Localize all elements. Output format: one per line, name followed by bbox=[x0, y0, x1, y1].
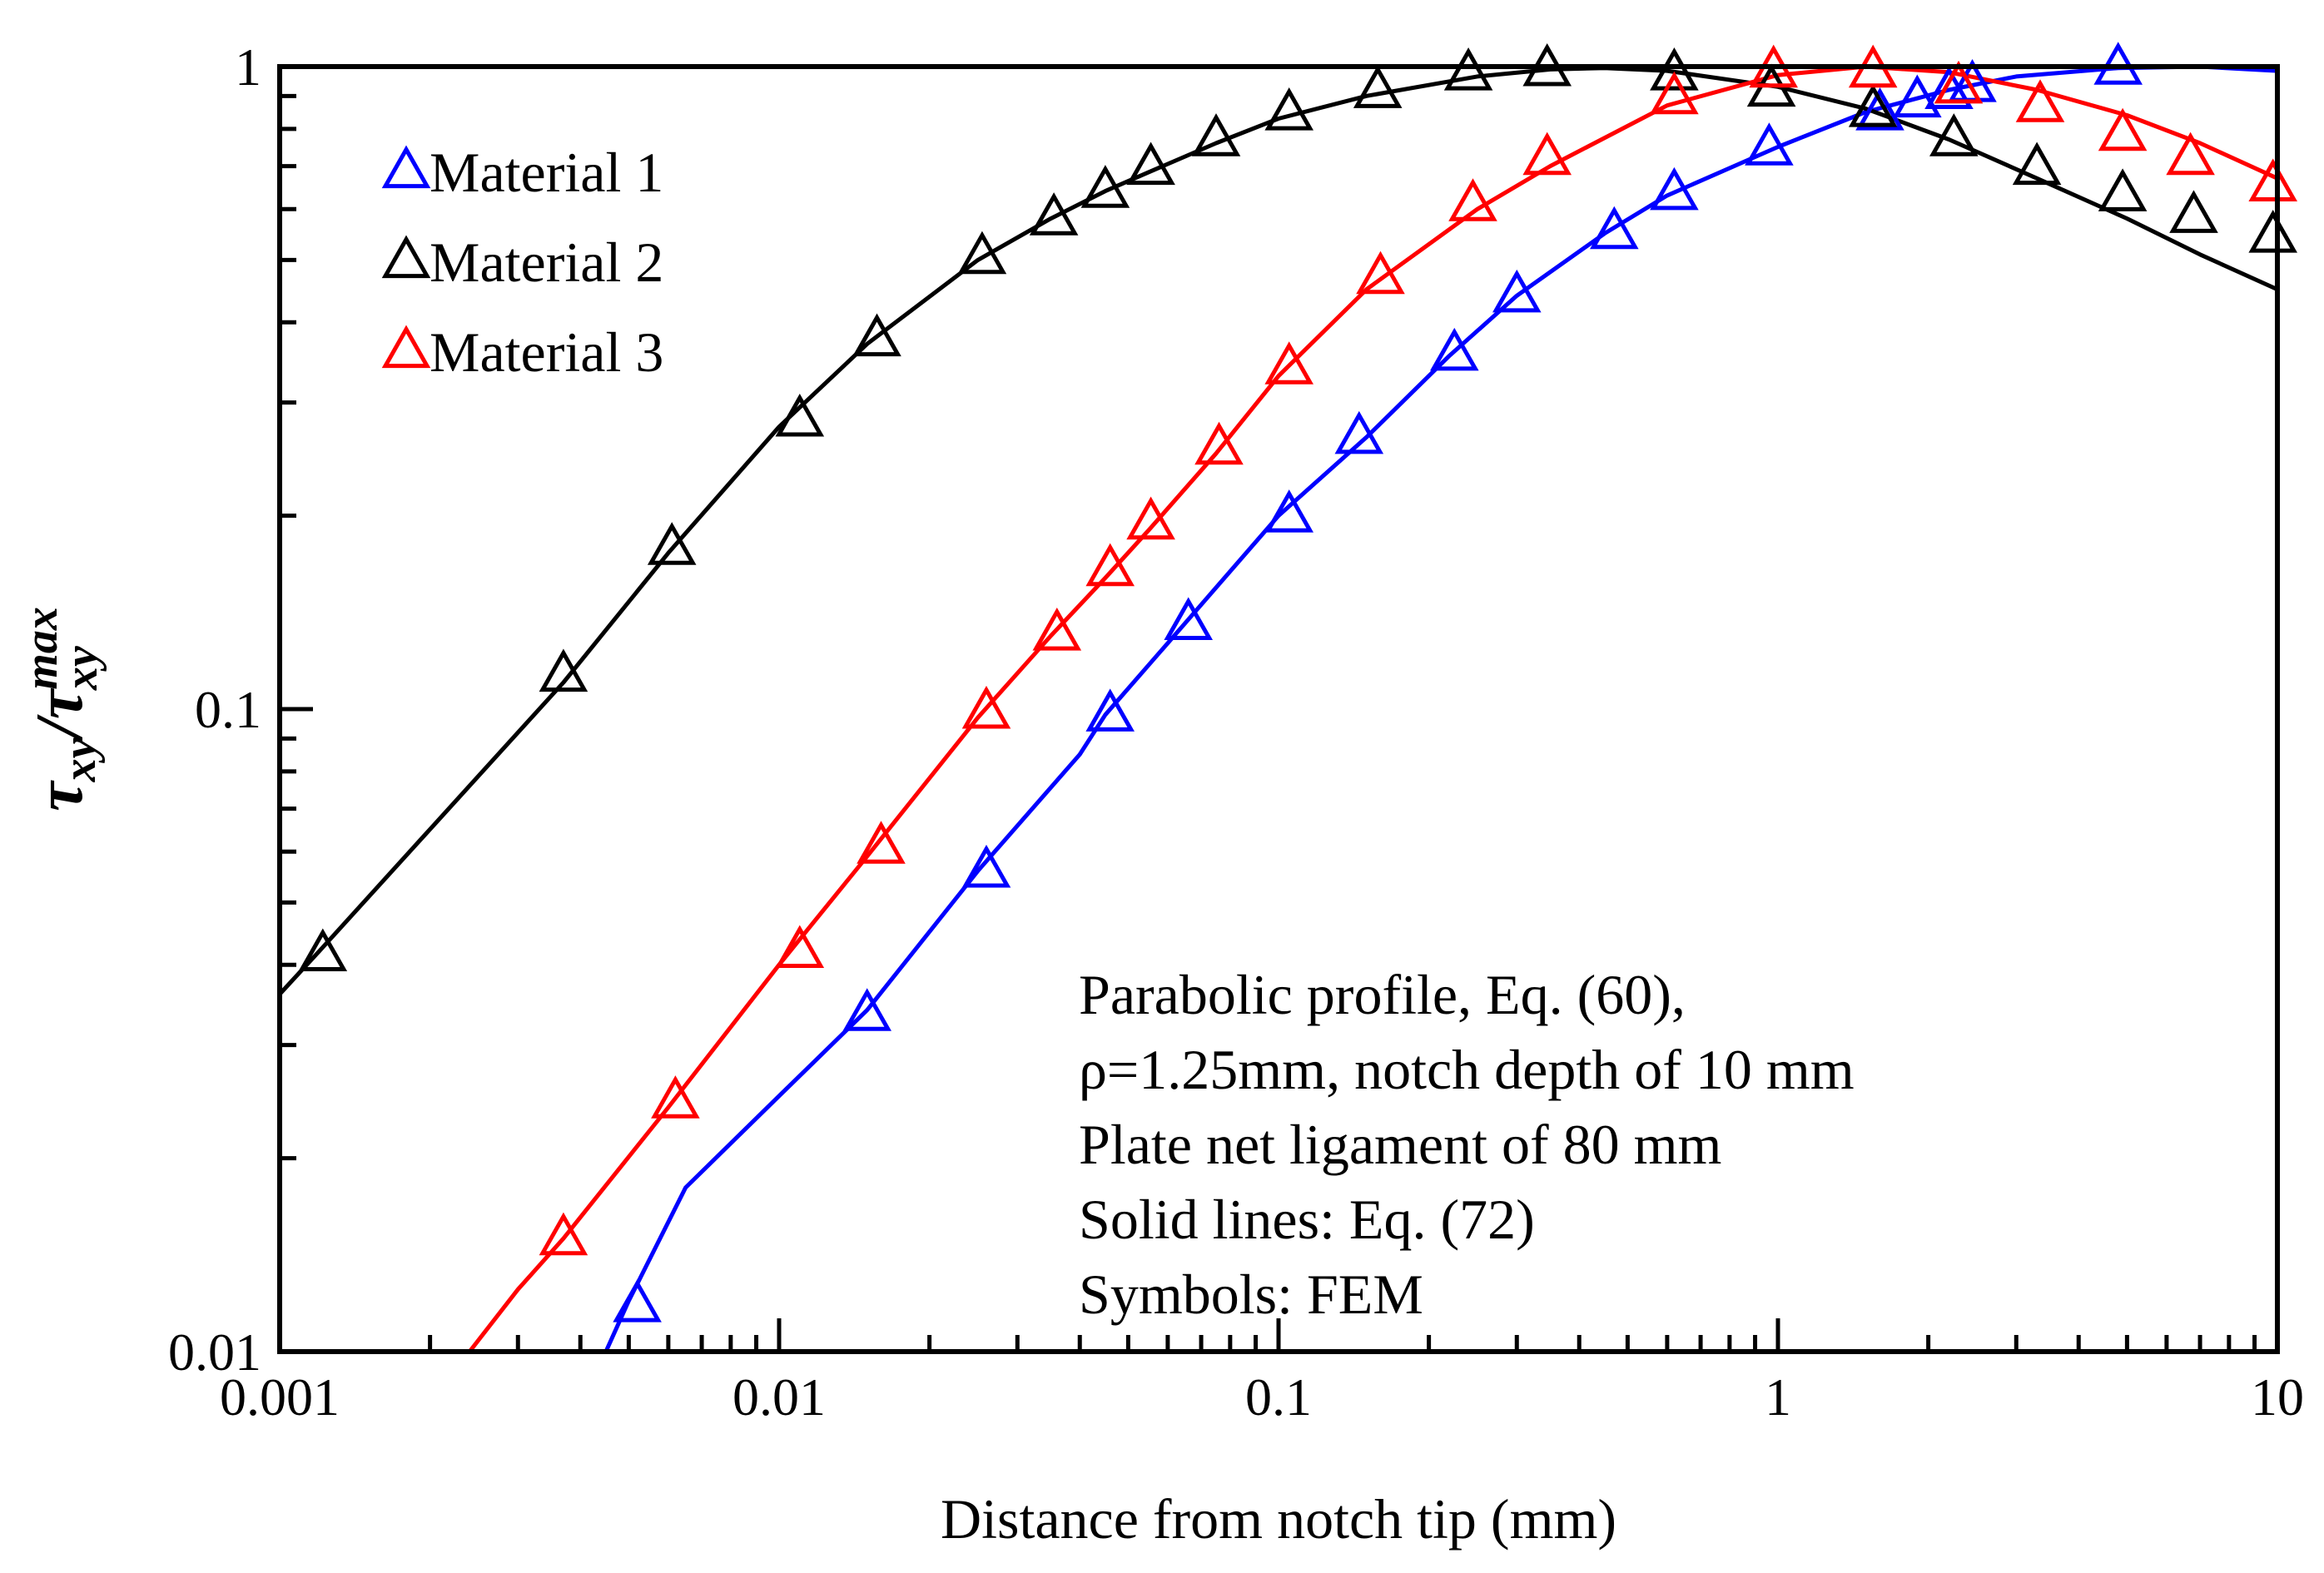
data-point-material-3 bbox=[775, 925, 825, 968]
data-point-material-1 bbox=[1334, 410, 1384, 454]
data-point-material-2 bbox=[2098, 168, 2148, 211]
data-point-material-2 bbox=[1848, 84, 1898, 127]
y-axis-title-sub: xy bbox=[54, 737, 106, 782]
y-axis-title-sub2: xy bbox=[56, 645, 107, 691]
data-point-material-1 bbox=[1855, 87, 1904, 131]
y-axis-title-sup: max bbox=[16, 607, 67, 690]
data-point-material-3 bbox=[1085, 543, 1135, 587]
data-point-material-2 bbox=[2012, 141, 2062, 186]
y-axis-title: τxy/τmaxxy bbox=[16, 607, 107, 811]
data-point-material-2 bbox=[852, 313, 901, 357]
legend-marker-material-2 bbox=[381, 235, 431, 279]
y-tick-labels: 0.01 0.1 1 bbox=[168, 37, 261, 1382]
data-point-material-3 bbox=[2166, 131, 2215, 176]
data-point-material-2 bbox=[1126, 141, 1175, 186]
data-point-material-2 bbox=[1080, 165, 1130, 208]
data-point-material-3 bbox=[2015, 79, 2065, 122]
x-tick-label: 1 bbox=[1765, 1367, 1791, 1427]
data-point-material-3 bbox=[2248, 158, 2297, 201]
tick-layer bbox=[277, 93, 2257, 1354]
data-point-material-1 bbox=[842, 988, 891, 1031]
annotation-line-5: Symbols: FEM bbox=[1079, 1263, 1423, 1326]
data-point-material-3 bbox=[1126, 496, 1175, 540]
data-point-material-1 bbox=[1492, 269, 1542, 313]
data-point-material-3 bbox=[2098, 107, 2148, 151]
data-point-material-3 bbox=[1032, 608, 1082, 651]
data-point-material-1 bbox=[1893, 74, 1942, 118]
data-point-material-3 bbox=[651, 1075, 700, 1119]
annotation-line-4: Solid lines: Eq. (72) bbox=[1079, 1188, 1535, 1251]
x-tick-label: 0.001 bbox=[220, 1367, 340, 1427]
x-tick-label: 0.1 bbox=[1245, 1367, 1312, 1427]
data-point-material-1 bbox=[1590, 206, 1639, 250]
y-tick-label: 0.01 bbox=[168, 1322, 261, 1382]
annotation-line-3: Plate net ligament of 80 mm bbox=[1079, 1113, 1721, 1176]
data-point-material-3 bbox=[961, 685, 1011, 729]
data-point-material-2 bbox=[957, 231, 1007, 275]
data-point-material-3 bbox=[857, 821, 906, 864]
data-point-material-3 bbox=[1650, 71, 1699, 115]
data-point-material-2 bbox=[1353, 65, 1403, 108]
legend-label-material-2: Material 2 bbox=[430, 231, 663, 294]
data-point-material-1 bbox=[1164, 597, 1213, 640]
data-point-material-2 bbox=[1443, 47, 1493, 91]
y-axis-title-tau: τ bbox=[23, 780, 97, 811]
data-point-material-2 bbox=[2169, 190, 2218, 233]
y-tick-label: 0.1 bbox=[195, 680, 261, 739]
annotation-line-2: ρ=1.25mm, notch depth of 10 mm bbox=[1079, 1038, 1855, 1101]
x-axis-title: Distance from notch tip (mm) bbox=[941, 1487, 1616, 1551]
data-point-material-3 bbox=[539, 1212, 588, 1256]
y-axis-title-tau-max: τ bbox=[23, 687, 97, 719]
legend-label-material-3: Material 3 bbox=[430, 320, 663, 384]
data-point-material-2 bbox=[1650, 47, 1699, 91]
data-point-material-2 bbox=[298, 928, 348, 971]
marker-layer bbox=[298, 42, 2297, 1322]
data-point-material-1 bbox=[613, 1279, 662, 1322]
data-point-material-1 bbox=[1264, 489, 1313, 533]
annotation-block: Parabolic profile, Eq. (60), ρ=1.25mm, n… bbox=[1079, 963, 1855, 1326]
y-tick-label: 1 bbox=[235, 37, 261, 97]
data-point-material-2 bbox=[1264, 87, 1313, 131]
x-tick-label: 0.01 bbox=[732, 1367, 826, 1427]
data-point-material-3 bbox=[1264, 341, 1313, 385]
data-point-material-1 bbox=[1430, 327, 1479, 371]
series-line-material-3 bbox=[468, 67, 2277, 1352]
data-point-material-2 bbox=[1191, 113, 1241, 156]
data-point-material-2 bbox=[1029, 192, 1079, 236]
data-point-material-2 bbox=[539, 648, 588, 692]
data-point-material-3 bbox=[1194, 421, 1244, 465]
data-point-material-3 bbox=[1934, 60, 1984, 104]
legend-marker-material-3 bbox=[381, 325, 431, 369]
legend-label-material-1: Material 1 bbox=[430, 141, 663, 204]
data-point-material-3 bbox=[1448, 178, 1497, 221]
data-point-material-2 bbox=[1929, 113, 1979, 156]
x-tick-label: 10 bbox=[2251, 1367, 2304, 1427]
annotation-line-1: Parabolic profile, Eq. (60), bbox=[1079, 963, 1686, 1026]
x-tick-labels: 0.001 0.01 0.1 1 10 bbox=[220, 1367, 2304, 1427]
legend: Material 1 Material 2 Material 3 bbox=[381, 141, 663, 384]
data-point-material-1 bbox=[1085, 688, 1135, 732]
data-point-material-2 bbox=[2248, 210, 2297, 253]
data-point-material-1 bbox=[1745, 122, 1794, 166]
data-point-material-3 bbox=[1356, 251, 1405, 295]
series-line-material-2 bbox=[280, 67, 2277, 996]
data-point-material-1 bbox=[1650, 166, 1699, 211]
data-point-material-2 bbox=[647, 522, 697, 565]
data-point-material-2 bbox=[775, 393, 825, 437]
legend-marker-material-1 bbox=[381, 145, 431, 189]
data-point-material-1 bbox=[961, 844, 1011, 888]
data-point-material-3 bbox=[1522, 131, 1572, 176]
